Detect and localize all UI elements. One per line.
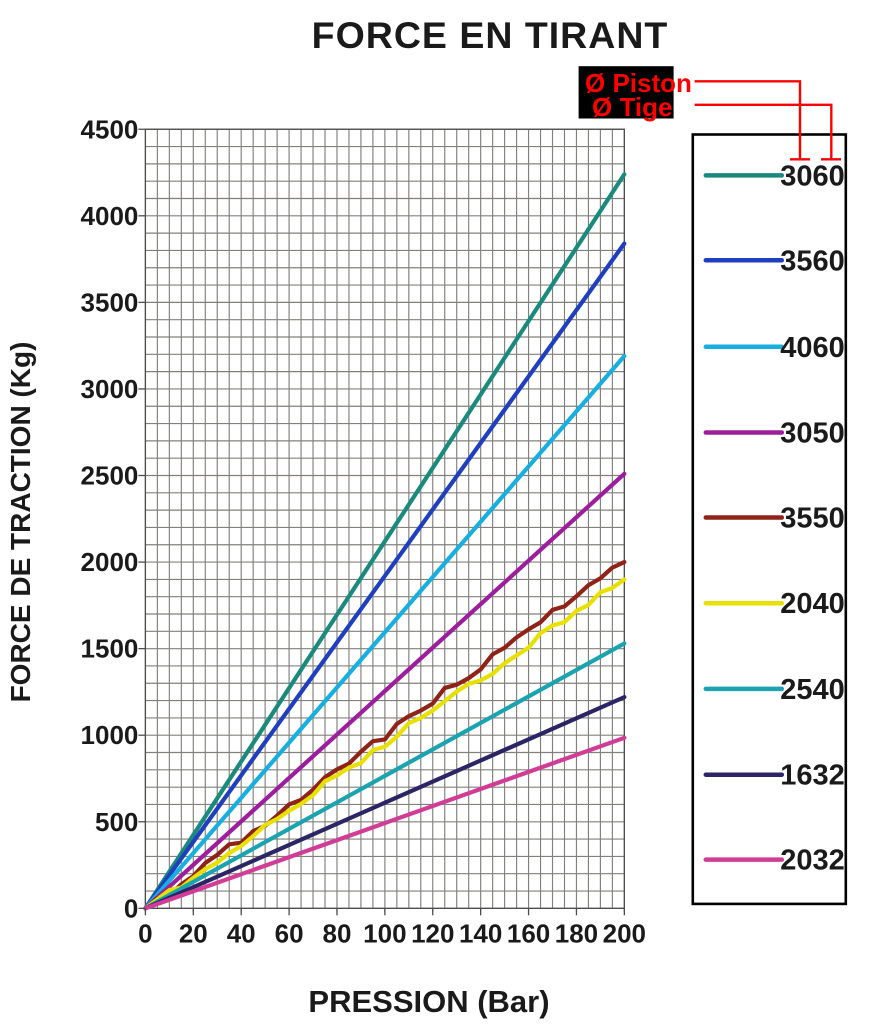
svg-text:3060: 3060 <box>780 160 845 192</box>
svg-text:2040: 2040 <box>780 588 845 620</box>
svg-text:180: 180 <box>555 918 598 948</box>
svg-text:3560: 3560 <box>780 245 845 277</box>
svg-text:160: 160 <box>507 918 550 948</box>
svg-text:200: 200 <box>603 918 646 948</box>
svg-text:1632: 1632 <box>780 760 845 792</box>
svg-text:3050: 3050 <box>780 418 845 450</box>
svg-text:60: 60 <box>275 918 304 948</box>
svg-text:0: 0 <box>124 893 138 923</box>
svg-text:2500: 2500 <box>81 461 139 491</box>
svg-text:2540: 2540 <box>780 674 845 706</box>
svg-text:4060: 4060 <box>780 332 845 364</box>
svg-text:3500: 3500 <box>81 287 139 317</box>
svg-text:500: 500 <box>95 807 138 837</box>
svg-text:3000: 3000 <box>81 374 139 404</box>
svg-text:100: 100 <box>363 918 406 948</box>
svg-text:2000: 2000 <box>81 547 139 577</box>
svg-text:4500: 4500 <box>81 114 139 144</box>
svg-text:FORCE DE TRACTION (Kg): FORCE DE TRACTION (Kg) <box>5 342 36 703</box>
svg-text:40: 40 <box>227 918 256 948</box>
svg-text:Ø Tige: Ø Tige <box>592 92 672 122</box>
svg-text:FORCE EN TIRANT: FORCE EN TIRANT <box>312 14 669 56</box>
svg-text:140: 140 <box>459 918 502 948</box>
svg-text:2032: 2032 <box>780 845 845 877</box>
svg-text:0: 0 <box>138 918 152 948</box>
svg-text:1500: 1500 <box>81 634 139 664</box>
svg-text:80: 80 <box>323 918 352 948</box>
svg-text:PRESSION (Bar): PRESSION (Bar) <box>308 984 549 1019</box>
svg-text:4000: 4000 <box>81 201 139 231</box>
svg-text:1000: 1000 <box>81 720 139 750</box>
svg-text:3550: 3550 <box>780 503 845 535</box>
svg-text:20: 20 <box>179 918 208 948</box>
svg-text:120: 120 <box>411 918 454 948</box>
